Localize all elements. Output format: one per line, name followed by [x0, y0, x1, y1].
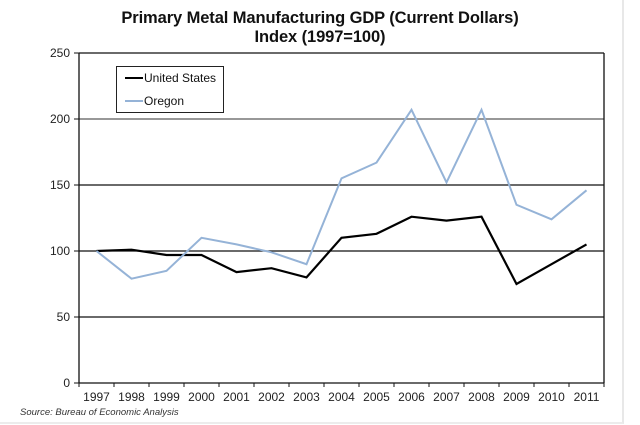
x-tick-label: 2011 — [574, 390, 600, 404]
x-axis-ticks: 1997 1998 1999 2000 2001 2002 2003 2004 2005 2006… — [78, 383, 605, 404]
x-tick-label: 2000 — [188, 390, 215, 404]
axes — [78, 53, 605, 384]
gridlines — [79, 52, 604, 318]
x-tick-label: 2005 — [363, 390, 390, 404]
x-tick-label: 2004 — [328, 390, 355, 404]
x-tick-label: 2008 — [468, 390, 495, 404]
x-tick-label: 2006 — [398, 390, 425, 404]
x-tick-label: 1997 — [83, 390, 110, 404]
y-tick-label: 200 — [50, 112, 70, 126]
chart-title: Primary Metal Manufacturing GDP (Current… — [121, 9, 519, 27]
x-tick-label: 1999 — [153, 390, 180, 404]
y-tick-label: 50 — [57, 310, 71, 324]
legend-label: Oregon — [144, 94, 185, 108]
source-note: Source: Bureau of Economic Analysis — [20, 407, 179, 418]
legend-item-oregon: Oregon — [125, 94, 184, 108]
x-tick-label: 2002 — [258, 390, 285, 404]
series-lines — [95, 107, 588, 286]
x-tick-label: 2009 — [503, 390, 530, 404]
chart-frame — [0, 0, 624, 424]
x-tick-label: 2007 — [433, 390, 460, 404]
y-axis-ticks: 0 50 100 150 200 250 — [50, 46, 79, 390]
series-line-oregon — [95, 107, 588, 280]
y-tick-label: 0 — [63, 376, 70, 390]
series-line-united-states — [96, 215, 588, 286]
legend: United States Oregon — [116, 66, 224, 113]
legend-swatch-united-states — [125, 77, 143, 79]
x-tick-label: 2010 — [538, 390, 565, 404]
legend-label: United States — [144, 71, 217, 85]
chart-subtitle: Index (1997=100) — [254, 28, 386, 46]
y-tick-label: 100 — [50, 244, 70, 258]
x-tick-label: 2003 — [293, 390, 320, 404]
y-tick-label: 150 — [50, 178, 70, 192]
x-tick-label: 2001 — [223, 390, 250, 404]
legend-swatch-oregon — [125, 100, 143, 102]
legend-item-united-states: United States — [125, 71, 216, 85]
x-tick-label: 1998 — [118, 390, 145, 404]
y-tick-label: 250 — [50, 46, 70, 60]
